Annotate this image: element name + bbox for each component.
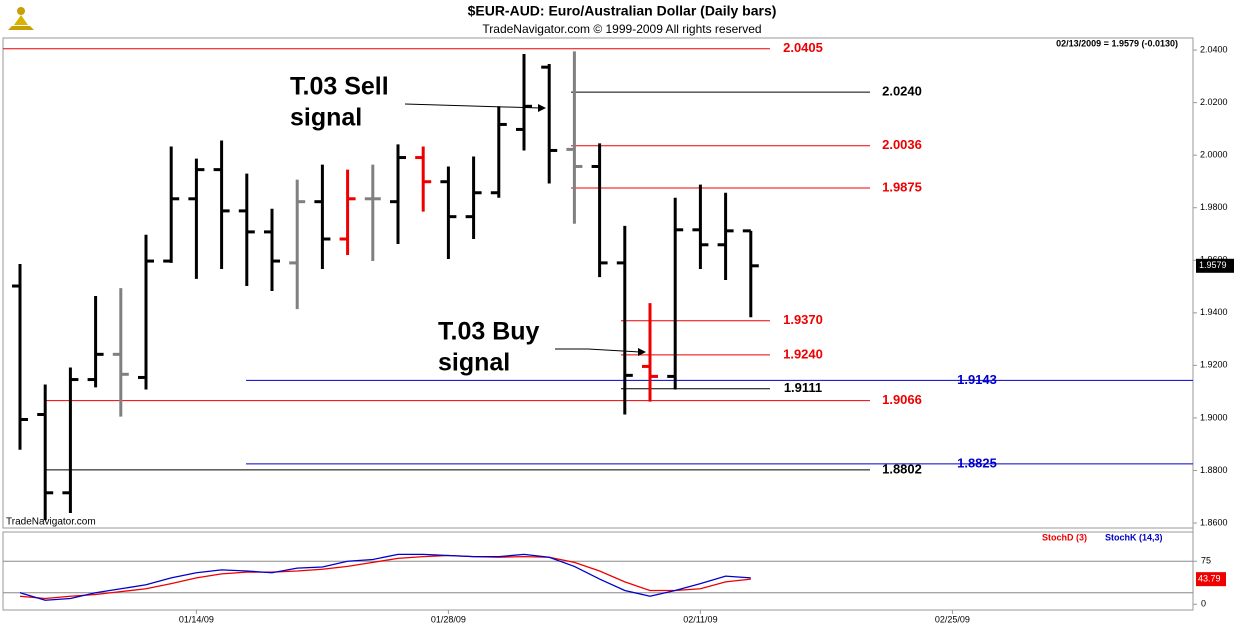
level-label: 2.0405	[783, 40, 823, 55]
y-tick-label: 1.9200	[1200, 360, 1228, 370]
level-label: 1.9240	[783, 346, 823, 361]
legend-entry: StochD (3)	[1042, 532, 1087, 542]
annotation-arrow	[555, 348, 641, 353]
x-tick-label: 02/25/09	[935, 614, 970, 624]
annotation: T.03 Sell	[290, 73, 389, 101]
last-price-tag	[1196, 258, 1234, 273]
y-tick-label: 1.9800	[1200, 202, 1228, 212]
level-label: 1.9111	[784, 380, 822, 395]
stoch-line	[19, 553, 751, 601]
last-value-label: 43.79	[1198, 574, 1221, 584]
level-label: 2.0240	[882, 84, 922, 99]
y-tick-label: 2.0000	[1200, 150, 1228, 160]
stoch-line	[19, 554, 751, 600]
level-label: 1.8825	[957, 455, 997, 470]
watermark: TradeNavigator.com	[6, 517, 96, 528]
y-tick-label: 1.8600	[1200, 517, 1228, 527]
annotation: signal	[290, 104, 362, 132]
x-tick-label: 01/28/09	[431, 614, 466, 624]
y-tick-label: 2.0200	[1200, 97, 1228, 107]
arrow-head	[538, 104, 546, 112]
x-tick-label: 01/14/09	[179, 614, 214, 624]
y-tick-label: 75	[1201, 556, 1211, 566]
last-price-label: 1.9579	[1199, 260, 1227, 270]
y-tick-label: 1.8800	[1200, 465, 1228, 475]
annotation-arrow	[404, 103, 541, 109]
level-label: 1.8802	[882, 461, 922, 476]
arrow-head	[638, 348, 646, 356]
level-label: 1.9143	[957, 372, 997, 387]
y-tick-label: 1.9400	[1200, 307, 1228, 317]
x-tick-label: 02/11/09	[683, 614, 717, 624]
info-text: 02/13/2009 = 1.9579 (-0.0130)	[1056, 38, 1178, 48]
chart-subtitle: TradeNavigator.com © 1999-2009 All right…	[482, 22, 761, 36]
logo	[8, 7, 34, 30]
y-tick-label: 1.9000	[1200, 412, 1228, 422]
y-tick-label: 2.0400	[1200, 44, 1228, 54]
y-tick-label: 0	[1201, 599, 1206, 609]
level-label: 1.9066	[882, 392, 922, 407]
level-label: 1.9875	[882, 179, 922, 194]
legend-entry: StochK (14,3)	[1105, 532, 1163, 542]
annotation: signal	[438, 349, 510, 377]
annotation: T.03 Buy	[438, 318, 540, 346]
last-value-tag	[1196, 572, 1226, 587]
level-label: 2.0036	[882, 137, 922, 152]
level-label: 1.9370	[783, 312, 823, 327]
chart-title: $EUR-AUD: Euro/Australian Dollar (Daily …	[468, 3, 777, 19]
